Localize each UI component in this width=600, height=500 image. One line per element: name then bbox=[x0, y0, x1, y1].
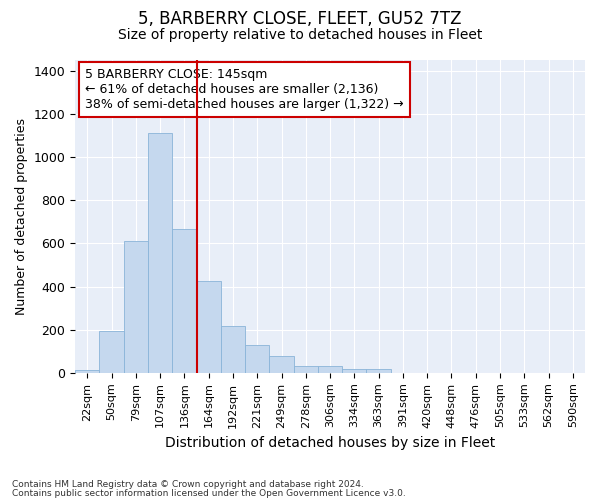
Bar bbox=[269, 356, 293, 373]
Text: Size of property relative to detached houses in Fleet: Size of property relative to detached ho… bbox=[118, 28, 482, 42]
Bar bbox=[148, 134, 172, 373]
Bar bbox=[293, 366, 318, 373]
Bar bbox=[367, 368, 391, 373]
Text: Contains public sector information licensed under the Open Government Licence v3: Contains public sector information licen… bbox=[12, 489, 406, 498]
X-axis label: Distribution of detached houses by size in Fleet: Distribution of detached houses by size … bbox=[165, 436, 495, 450]
Bar bbox=[75, 370, 100, 373]
Bar bbox=[221, 326, 245, 373]
Bar bbox=[124, 241, 148, 373]
Text: 5 BARBERRY CLOSE: 145sqm
← 61% of detached houses are smaller (2,136)
38% of sem: 5 BARBERRY CLOSE: 145sqm ← 61% of detach… bbox=[85, 68, 404, 111]
Bar bbox=[245, 345, 269, 373]
Bar bbox=[197, 281, 221, 373]
Bar bbox=[172, 230, 197, 373]
Bar bbox=[342, 368, 367, 373]
Y-axis label: Number of detached properties: Number of detached properties bbox=[15, 118, 28, 315]
Bar bbox=[100, 331, 124, 373]
Text: Contains HM Land Registry data © Crown copyright and database right 2024.: Contains HM Land Registry data © Crown c… bbox=[12, 480, 364, 489]
Text: 5, BARBERRY CLOSE, FLEET, GU52 7TZ: 5, BARBERRY CLOSE, FLEET, GU52 7TZ bbox=[138, 10, 462, 28]
Bar bbox=[318, 366, 342, 373]
